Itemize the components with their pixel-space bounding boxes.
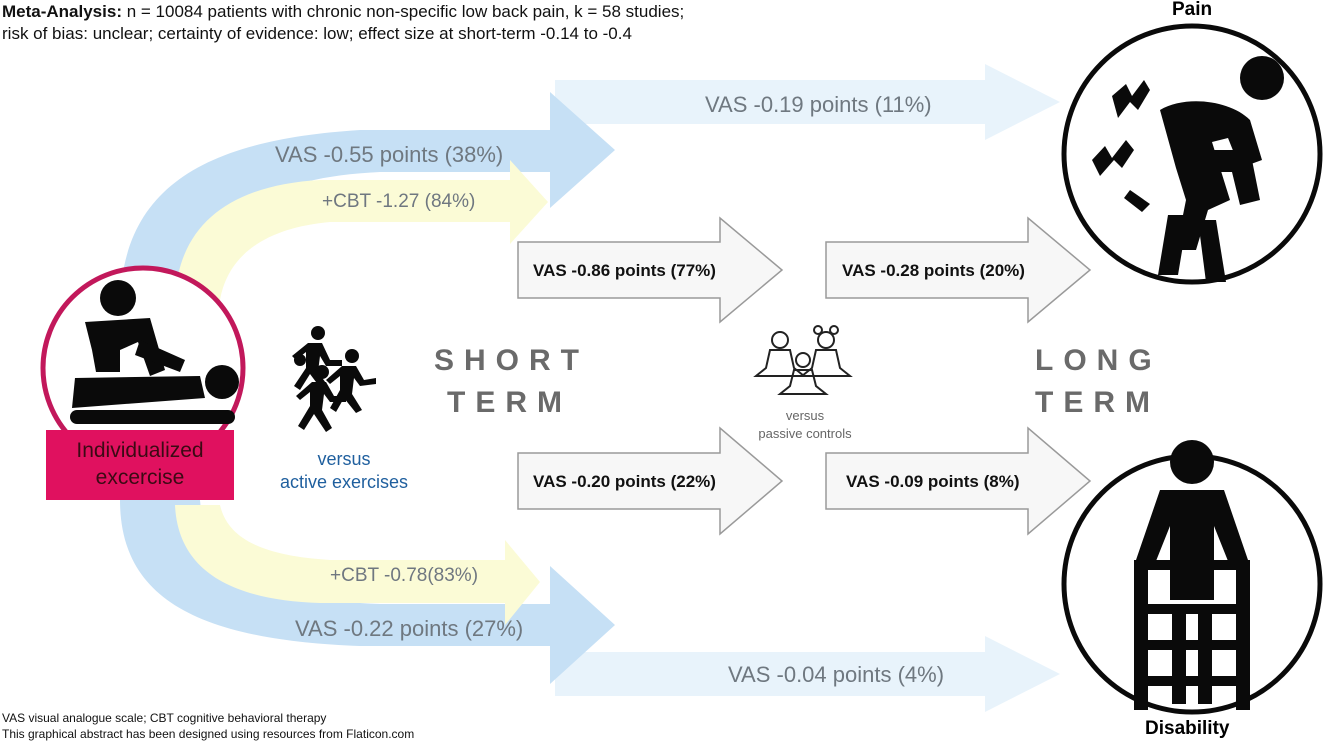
pain-passive-long-arrow [825, 216, 1092, 324]
versus-passive-label-2: passive controls [758, 426, 852, 441]
pain-active-long-label: VAS -0.19 points (11%) [705, 92, 932, 117]
meditating-people-icon [753, 325, 853, 395]
disability-long-term-arrow [555, 636, 1060, 712]
versus-passive-label-1: versus [785, 408, 825, 423]
header-line-2: risk of bias: unclear; certainty of evid… [2, 24, 632, 43]
pain-active-short-label: VAS -0.55 points (38%) [275, 142, 504, 167]
intervention-label-1: Individualized [76, 439, 204, 462]
pain-outcome-label: Pain [1172, 0, 1213, 20]
back-pain-person-icon [1092, 56, 1284, 282]
disability-active-short-label: VAS -0.22 points (27%) [295, 616, 524, 641]
intervention-label-box: Individualized excercise [46, 430, 234, 500]
intervention-label-2: excercise [95, 466, 185, 489]
disability-outcome-label: Disability [1145, 718, 1230, 739]
short-term-label-1: SHORT [434, 344, 589, 377]
pain-cbt-label: +CBT -1.27 (84%) [322, 191, 476, 212]
header-details: n = 10084 patients with chronic non-spec… [121, 2, 685, 21]
person-with-walker-icon [1134, 440, 1250, 710]
versus-active-label-1: versus [317, 449, 371, 469]
pain-passive-short-label: VAS -0.86 points (77%) [533, 261, 716, 280]
pain-passive-short-arrow [517, 216, 784, 324]
disability-cbt-arrow [175, 505, 540, 625]
physiotherapist-massage-icon [70, 280, 239, 424]
pain-long-term-arrow [555, 64, 1060, 140]
header-line-1: Meta-Analysis: n = 10084 patients with c… [2, 2, 684, 22]
long-term-label-2: TERM [1035, 386, 1160, 419]
disability-passive-long-label: VAS -0.09 points (8%) [846, 472, 1020, 491]
disability-active-short-arrow [120, 500, 615, 684]
long-term-label-1: LONG [1035, 344, 1162, 377]
disability-passive-short-label: VAS -0.20 points (22%) [533, 472, 716, 491]
footer-credits: This graphical abstract has been designe… [2, 727, 415, 741]
disability-cbt-label: +CBT -0.78(83%) [330, 565, 479, 586]
disability-passive-short-arrow [517, 426, 784, 536]
header-label: Meta-Analysis: [2, 2, 122, 21]
pain-cbt-arrow [175, 160, 548, 300]
disability-active-long-label: VAS -0.04 points (4%) [728, 662, 945, 687]
pain-passive-long-label: VAS -0.28 points (20%) [842, 261, 1025, 280]
pain-active-short-arrow [120, 92, 615, 310]
versus-active-label-2: active exercises [279, 472, 409, 492]
short-term-label-2: TERM [447, 386, 572, 419]
running-people-icon [292, 326, 376, 432]
footer-abbreviations: VAS visual analogue scale; CBT cognitive… [2, 711, 327, 725]
disability-passive-long-arrow [825, 426, 1092, 536]
